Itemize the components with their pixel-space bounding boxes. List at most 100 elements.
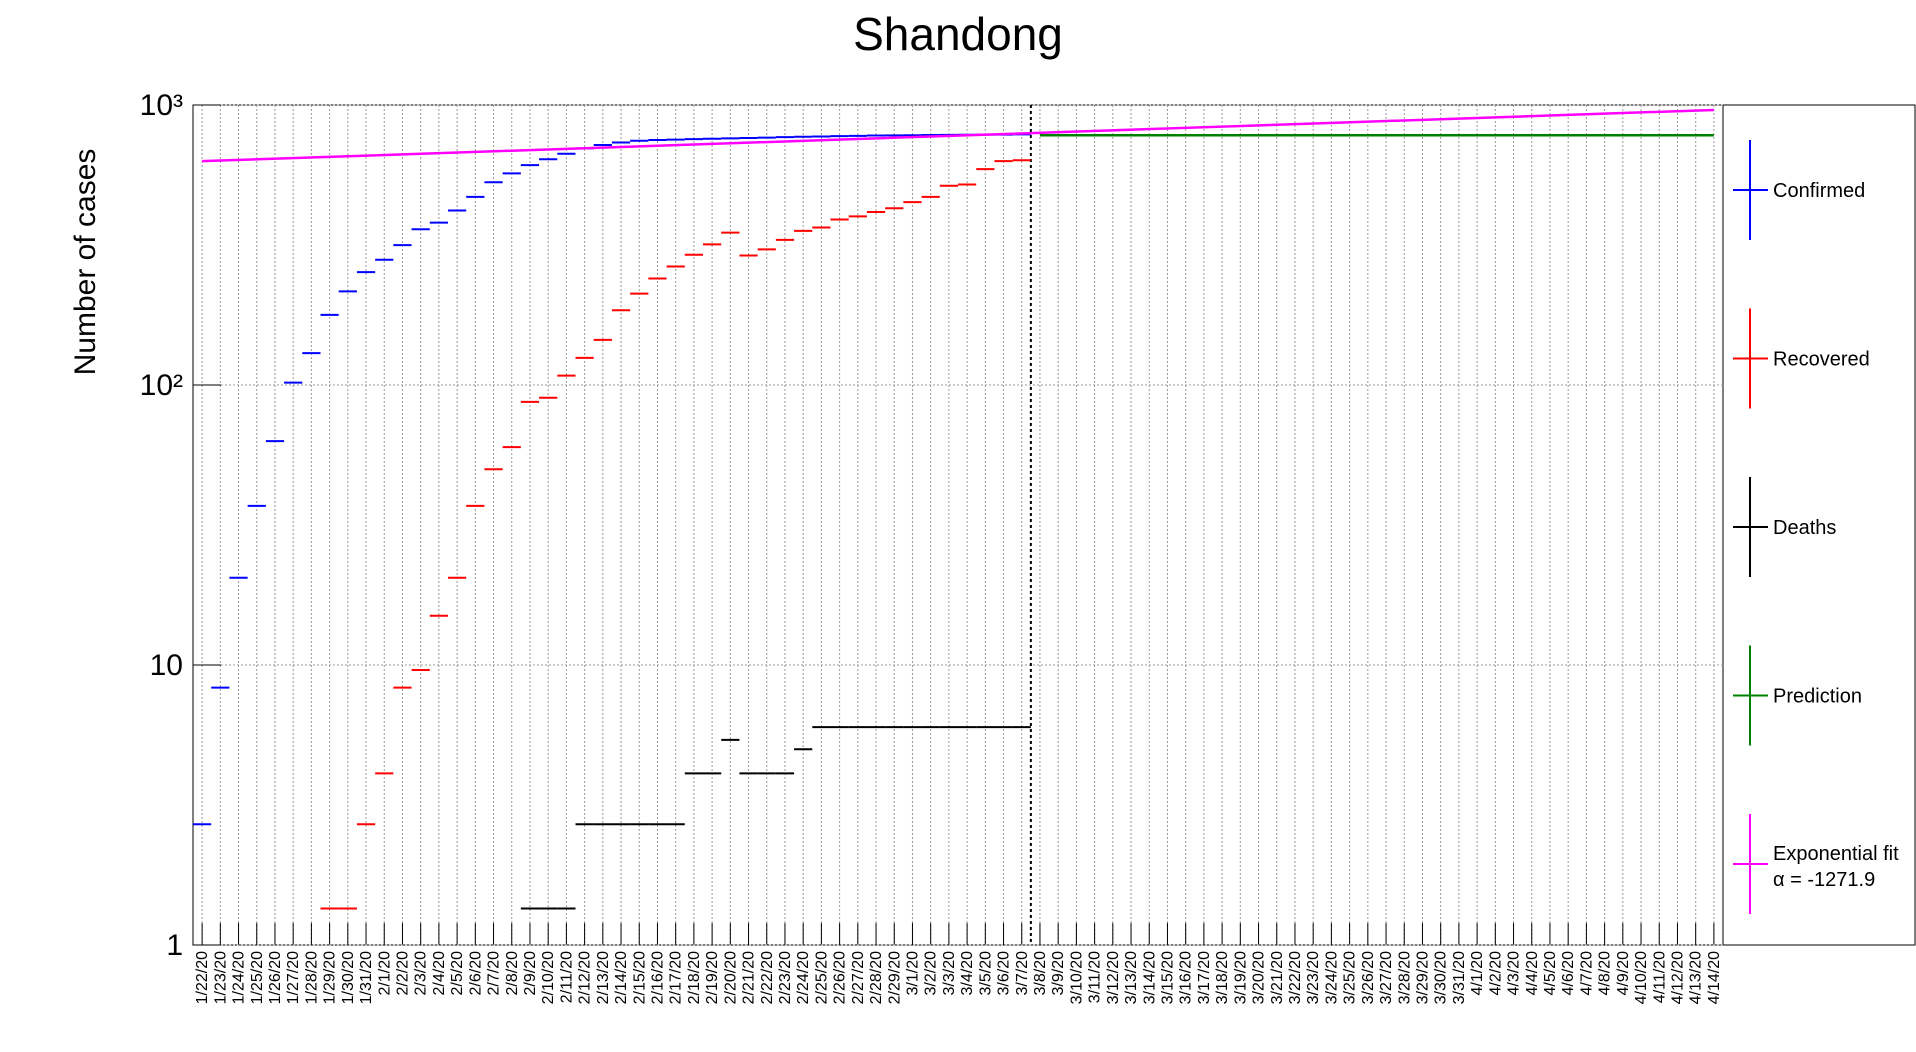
legend-label: Deaths: [1773, 517, 1836, 539]
x-tick-label: 3/14/20: [1141, 951, 1158, 1004]
x-tick-label: 3/15/20: [1159, 951, 1176, 1004]
x-tick-label: 2/28/20: [868, 951, 885, 1004]
x-tick-label: 3/28/20: [1396, 951, 1413, 1004]
x-tick-label: 4/13/20: [1688, 951, 1705, 1004]
x-tick-label: 3/16/20: [1178, 951, 1195, 1004]
x-tick-label: 2/29/20: [886, 951, 903, 1004]
x-tick-label: 2/21/20: [741, 951, 758, 1004]
x-tick-label: 1/23/20: [212, 951, 229, 1004]
x-tick-label: 2/6/20: [467, 951, 484, 996]
x-tick-label: 2/24/20: [795, 951, 812, 1004]
x-tick-label: 4/9/20: [1615, 951, 1632, 996]
x-tick-label: 2/17/20: [668, 951, 685, 1004]
x-tick-label: 2/14/20: [613, 951, 630, 1004]
x-tick-label: 3/19/20: [1232, 951, 1249, 1004]
chart-title: Shandong: [853, 8, 1063, 60]
series-line: [202, 108, 1714, 163]
x-tick-label: 4/2/20: [1487, 951, 1504, 996]
y-tick-label: 10²: [140, 369, 183, 402]
legend-label: Recovered: [1773, 349, 1870, 371]
x-tick-label: 2/7/20: [486, 951, 503, 996]
x-tick-label: 3/25/20: [1342, 951, 1359, 1004]
x-tick-label: 2/10/20: [540, 951, 557, 1004]
x-tick-label: 2/5/20: [449, 951, 466, 996]
x-tick-label: 2/2/20: [394, 951, 411, 996]
x-tick-label: 4/5/20: [1542, 951, 1559, 996]
x-tick-label: 2/15/20: [631, 951, 648, 1004]
x-tick-label: 2/16/20: [649, 951, 666, 1004]
x-tick-label: 3/18/20: [1214, 951, 1231, 1004]
legend-note: α = -1271.9: [1773, 869, 1875, 891]
x-tick-label: 3/20/20: [1251, 951, 1268, 1004]
x-tick-label: 3/24/20: [1323, 951, 1340, 1004]
x-tick-label: 3/5/20: [977, 951, 994, 996]
x-tick-label: 1/28/20: [303, 951, 320, 1004]
x-tick-label: 4/12/20: [1669, 951, 1686, 1004]
x-tick-label: 2/27/20: [850, 951, 867, 1004]
x-tick-label: 3/6/20: [996, 951, 1013, 996]
legend-label: Prediction: [1773, 686, 1862, 708]
x-tick-label: 3/2/20: [923, 951, 940, 996]
x-tick-label: 1/26/20: [267, 951, 284, 1004]
x-tick-label: 2/23/20: [777, 951, 794, 1004]
x-tick-label: 3/23/20: [1305, 951, 1322, 1004]
x-tick-label: 3/7/20: [1014, 951, 1031, 996]
x-tick-label: 4/14/20: [1706, 951, 1723, 1004]
x-tick-label: 4/11/20: [1651, 951, 1668, 1003]
x-tick-label: 1/22/20: [194, 951, 211, 1004]
x-tick-label: 2/26/20: [832, 951, 849, 1004]
x-tick-label: 2/4/20: [431, 951, 448, 996]
x-tick-label: 1/30/20: [340, 951, 357, 1004]
x-tick-label: 2/8/20: [504, 951, 521, 996]
x-tick-label: 2/25/20: [813, 951, 830, 1004]
y-tick-label: 10³: [140, 89, 183, 122]
x-tick-label: 2/11/20: [558, 951, 575, 1003]
x-tick-label: 3/31/20: [1451, 951, 1468, 1004]
x-tick-label: 3/9/20: [1050, 951, 1067, 996]
legend-box: [1722, 104, 1916, 946]
x-tick-label: 3/29/20: [1414, 951, 1431, 1004]
x-tick-label: 4/8/20: [1597, 951, 1614, 996]
x-tick-label: 2/13/20: [595, 951, 612, 1004]
y-axis-label: Number of cases: [69, 149, 102, 376]
x-tick-label: 3/22/20: [1287, 951, 1304, 1004]
x-tick-label: 4/3/20: [1506, 951, 1523, 996]
x-tick-label: 4/1/20: [1469, 951, 1486, 996]
x-tick-label: 3/21/20: [1269, 951, 1286, 1004]
x-tick-label: 1/25/20: [249, 951, 266, 1004]
y-tick-label: 10: [150, 649, 183, 682]
legend-label: Confirmed: [1773, 180, 1865, 202]
x-tick-label: 3/1/20: [904, 951, 921, 996]
x-tick-label: 2/22/20: [759, 951, 776, 1004]
x-tick-label: 1/29/20: [322, 951, 339, 1004]
x-tick-label: 3/10/20: [1068, 951, 1085, 1004]
x-tick-label: 3/26/20: [1360, 951, 1377, 1004]
x-tick-label: 2/12/20: [577, 951, 594, 1004]
x-tick-label: 2/3/20: [413, 951, 430, 996]
x-tick-label: 3/4/20: [959, 951, 976, 996]
x-tick-label: 3/30/20: [1433, 951, 1450, 1004]
y-tick-label: 1: [166, 929, 183, 962]
x-tick-label: 3/17/20: [1196, 951, 1213, 1004]
x-tick-label: 2/19/20: [704, 951, 721, 1004]
x-tick-label: 3/11/20: [1087, 951, 1104, 1003]
x-tick-label: 3/12/20: [1105, 951, 1122, 1004]
x-tick-label: 3/3/20: [941, 951, 958, 996]
x-tick-label: 4/10/20: [1633, 951, 1650, 1004]
x-tick-label: 2/18/20: [686, 951, 703, 1004]
legend-label: Exponential fit: [1773, 843, 1899, 865]
x-tick-label: 2/9/20: [522, 951, 539, 996]
x-tick-label: 2/20/20: [722, 951, 739, 1004]
x-tick-label: 4/4/20: [1524, 951, 1541, 996]
plot-frame: [192, 104, 1724, 946]
x-tick-label: 4/7/20: [1578, 951, 1595, 996]
x-tick-label: 1/24/20: [231, 951, 248, 1004]
x-tick-label: 2/1/20: [376, 951, 393, 996]
x-tick-label: 3/13/20: [1123, 951, 1140, 1004]
x-tick-label: 3/27/20: [1378, 951, 1395, 1004]
x-tick-label: 1/31/20: [358, 951, 375, 1004]
x-tick-label: 3/8/20: [1032, 951, 1049, 996]
x-tick-label: 1/27/20: [285, 951, 302, 1004]
